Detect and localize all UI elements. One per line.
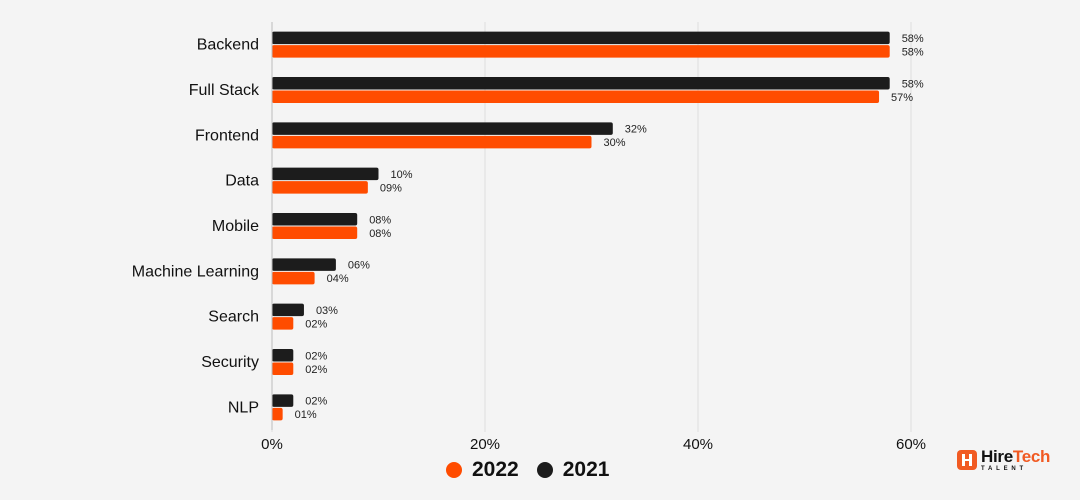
data-label-2021: 06% [348, 260, 370, 272]
data-label-2022: 02% [305, 364, 327, 376]
brand-logo-icon [957, 450, 977, 470]
brand-name: HireTech [981, 447, 1051, 466]
brand-subtitle: TALENT [981, 466, 1028, 472]
bar-2021 [272, 122, 613, 135]
data-label-2021: 10% [391, 169, 413, 181]
bar-2021 [272, 258, 336, 271]
category-label: Security [201, 354, 259, 371]
chart-legend: 2022 2021 [446, 458, 627, 482]
x-tick-label: 0% [261, 436, 283, 453]
bar-2022 [272, 90, 880, 103]
bar-2021 [272, 394, 294, 407]
category-label: Search [208, 309, 259, 326]
bar-2022 [272, 135, 592, 149]
data-label-2022: 08% [369, 228, 391, 240]
category-label: Data [225, 173, 259, 190]
bar-2022 [272, 317, 294, 330]
category-label: Full Stack [189, 82, 260, 99]
bar-2022 [272, 362, 294, 375]
bar-2022 [272, 45, 890, 58]
data-label-2021: 08% [369, 214, 391, 226]
bar-2021 [272, 167, 379, 181]
category-label: NLP [228, 399, 259, 416]
data-label-2021: 02% [305, 396, 327, 408]
brand-logo: HireTech TALENT [957, 448, 1050, 472]
bar-2021 [272, 77, 890, 90]
category-label: Mobile [212, 218, 259, 235]
data-label-2022: 02% [305, 318, 327, 330]
bar-2022 [272, 407, 283, 421]
data-label-2022: 01% [295, 409, 317, 421]
data-label-2022: 09% [380, 182, 402, 194]
bar-2021 [272, 303, 304, 317]
category-label: Frontend [195, 127, 259, 144]
bar-2021 [272, 213, 358, 226]
category-label: Machine Learning [132, 263, 259, 280]
data-label-2021: 03% [316, 305, 338, 317]
data-label-2021: 58% [902, 78, 924, 90]
data-label-2021: 02% [305, 350, 327, 362]
category-label: Backend [197, 37, 259, 54]
legend-label-2021: 2021 [562, 458, 610, 481]
data-label-2021: 32% [625, 124, 647, 136]
data-label-2022: 04% [327, 273, 349, 285]
bar-2021 [272, 31, 890, 45]
legend-label-2022: 2022 [472, 458, 519, 481]
legend-swatch-2021 [536, 462, 553, 478]
x-tick-label: 60% [896, 436, 926, 453]
bar-2022 [272, 181, 368, 194]
legend-item-2021: 2021 [536, 458, 610, 482]
bar-2022 [272, 271, 315, 285]
legend-item-2022: 2022 [446, 458, 519, 482]
legend-swatch-2022 [446, 462, 462, 478]
data-label-2022: 30% [604, 137, 626, 149]
x-tick-label: 20% [470, 436, 500, 453]
data-label-2021: 58% [902, 33, 924, 45]
bar-2022 [272, 226, 358, 239]
data-label-2022: 58% [902, 46, 924, 58]
bar-2021 [272, 349, 294, 362]
x-tick-label: 40% [683, 436, 713, 453]
data-label-2022: 57% [891, 92, 913, 104]
